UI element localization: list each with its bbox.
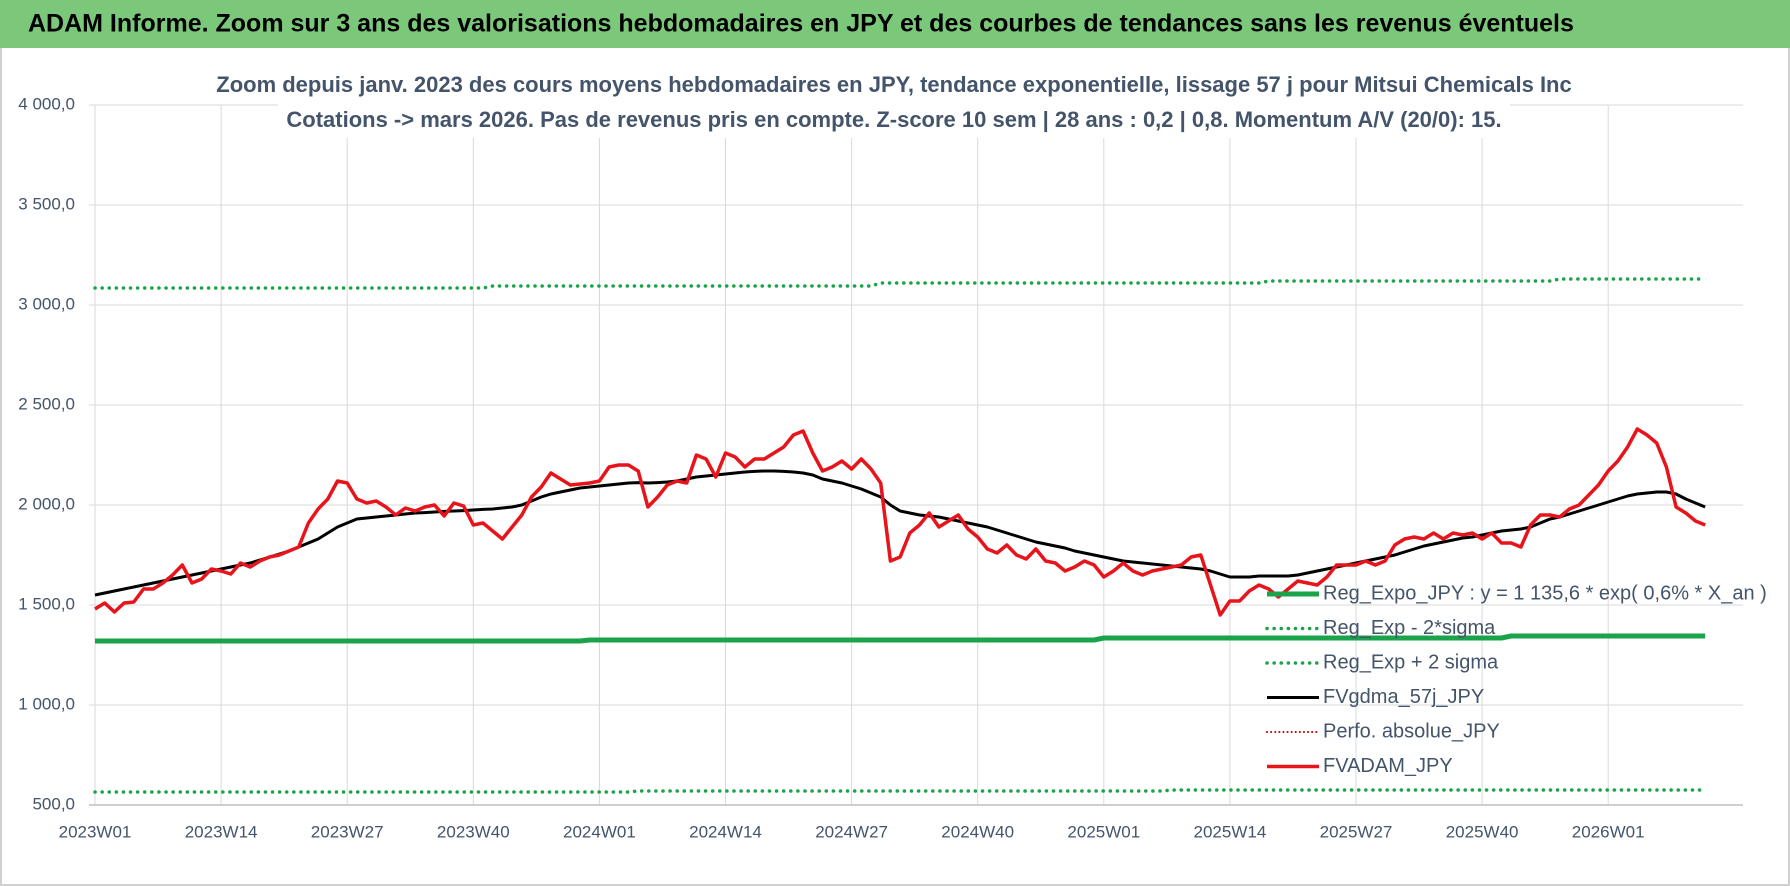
legend-label: Reg_Exp + 2 sigma [1323,651,1499,673]
x-tick-label: 2023W40 [437,822,510,841]
x-tick-label: 2026W01 [1572,822,1645,841]
y-tick-label: 1 500,0 [18,594,75,613]
series-line [95,633,1706,644]
x-tick-label: 2023W27 [311,822,384,841]
chart-subtitle: Zoom depuis janv. 2023 des cours moyens … [216,72,1571,97]
y-tick-label: 4 000,0 [18,94,75,113]
series-line [93,788,1707,794]
legend-label: Reg_Exp - 2*sigma [1323,617,1496,639]
legend-label: Reg_Expo_JPY : y = 1 135,6 * exp( 0,6% *… [1323,582,1767,604]
x-tick-label: 2023W01 [59,822,132,841]
x-tick-label: 2024W27 [815,822,888,841]
x-tick-label: 2024W01 [563,822,636,841]
series-line [94,427,1706,617]
legend-label: FVADAM_JPY [1323,755,1453,777]
x-tick-label: 2024W14 [689,822,762,841]
y-tick-label: 3 500,0 [18,194,75,213]
legend-label: Perfo. absolue_JPY [1323,720,1500,742]
series-line [94,469,1706,597]
y-tick-label: 500,0 [32,794,75,813]
chart-title: ADAM Informe. Zoom sur 3 ans des valoris… [28,10,1574,38]
x-tick-label: 2025W01 [1067,822,1140,841]
legend-label: FVgdma_57j_JPY [1323,686,1484,708]
header-bar [0,0,1790,48]
y-tick-label: 2 000,0 [18,494,75,513]
y-tick-label: 2 500,0 [18,394,75,413]
series-line [93,277,1707,290]
y-tick-label: 3 000,0 [18,294,75,313]
x-tick-label: 2025W27 [1320,822,1393,841]
x-tick-label: 2023W14 [185,822,258,841]
plot-area: 500,0 1 000,0 1 500,0 2 000,0 2 500,0 3 000,0… [18,94,1767,841]
x-tick-label: 2024W40 [941,822,1014,841]
x-tick-label: 2025W40 [1446,822,1519,841]
x-tick-label: 2025W14 [1194,822,1267,841]
subtitle-background [278,68,1510,138]
y-tick-label: 1 000,0 [18,694,75,713]
chart-subtitle: Cotations -> mars 2026. Pas de revenus p… [286,107,1501,132]
